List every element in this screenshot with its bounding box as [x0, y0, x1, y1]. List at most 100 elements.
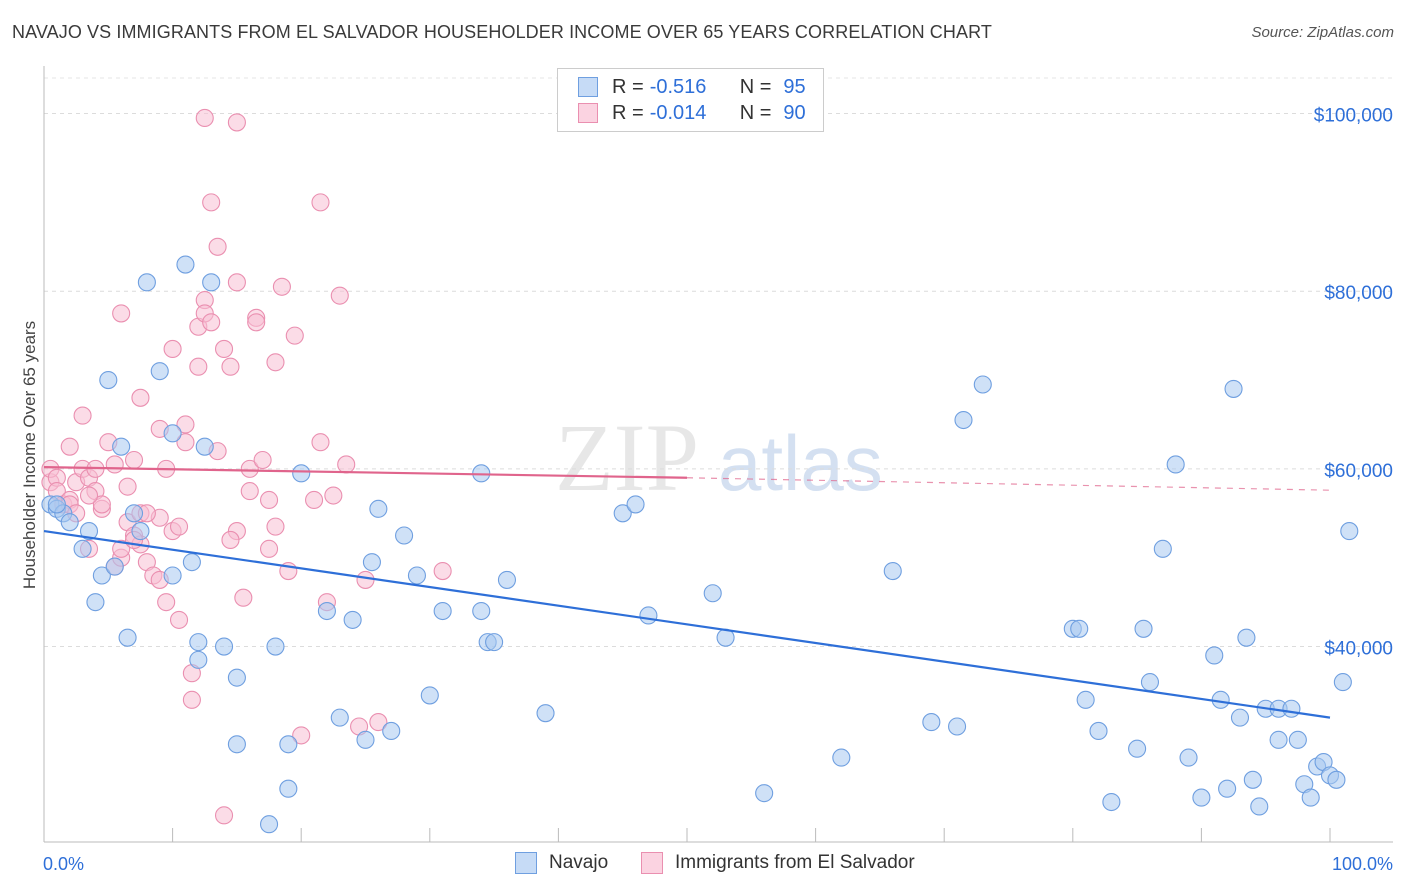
- salvador-point: [105, 455, 124, 474]
- navajo-point: [497, 570, 517, 589]
- series-label-navajo: Navajo: [549, 852, 609, 873]
- navajo-point: [832, 748, 851, 767]
- salvador-point: [195, 108, 214, 128]
- legend-r-value: -0.014: [649, 101, 707, 124]
- navajo-point: [163, 424, 182, 443]
- navajo-point: [1224, 379, 1243, 398]
- navajo-point: [433, 601, 452, 621]
- navajo-point: [86, 593, 105, 612]
- salvador-point: [227, 113, 246, 132]
- navajo-point: [118, 628, 137, 647]
- navajo-point: [613, 504, 632, 523]
- navajo-point: [922, 713, 941, 732]
- navajo-point: [227, 735, 246, 754]
- salvador-point: [253, 450, 272, 470]
- navajo-point: [202, 273, 221, 292]
- chart-title: NAVAJO VS IMMIGRANTS FROM EL SALVADOR HO…: [12, 22, 992, 42]
- trend-lines: [43, 466, 1331, 719]
- navajo-point: [973, 375, 992, 394]
- navajo-point: [1070, 619, 1089, 638]
- navajo-point: [1250, 797, 1269, 816]
- legend-r-label: R =: [612, 75, 644, 98]
- navajo-point: [1333, 673, 1352, 692]
- navajo-point: [330, 708, 349, 727]
- navajo-point: [189, 650, 208, 669]
- navajo-point: [1089, 721, 1108, 741]
- navajo-point: [1134, 619, 1153, 638]
- navajo-point: [112, 437, 131, 456]
- navajo-point: [266, 637, 285, 656]
- navajo-point: [362, 553, 381, 572]
- salvador-point: [112, 539, 131, 558]
- navajo-point: [163, 566, 182, 585]
- series-label-salvador: Immigrants from El Salvador: [675, 852, 915, 873]
- y-tick-label: $100,000: [1314, 106, 1393, 127]
- watermark-atlas: atlas: [718, 419, 883, 507]
- legend-n-value: 90: [783, 101, 806, 124]
- navajo-point: [472, 601, 491, 621]
- navajo-point: [382, 721, 401, 741]
- salvador-point: [311, 193, 330, 212]
- navajo-point: [227, 668, 246, 687]
- navajo-point: [176, 255, 195, 274]
- salvador-point: [259, 539, 279, 558]
- navajo-point: [1179, 748, 1198, 767]
- navajo-point: [485, 633, 504, 652]
- series-legend-salvador: Immigrants from El Salvador: [641, 852, 915, 874]
- salvador-point: [176, 415, 195, 434]
- navajo-point: [883, 561, 902, 581]
- navajo-point: [1340, 522, 1359, 541]
- navajo-point: [292, 464, 311, 483]
- y-tick-label: $80,000: [1324, 283, 1393, 304]
- series-legend: Navajo Immigrants from El Salvador: [0, 852, 1406, 876]
- salvador-point: [330, 286, 349, 305]
- y-tick-label: $60,000: [1324, 461, 1393, 482]
- navajo-point: [73, 539, 92, 558]
- navajo-point: [1205, 646, 1224, 665]
- navajo-point: [1288, 730, 1307, 749]
- navajo-point: [1140, 673, 1160, 692]
- salvador-point: [214, 339, 234, 359]
- salvador-point: [227, 273, 246, 292]
- salvador-point: [221, 357, 240, 376]
- navajo-point: [1327, 770, 1346, 789]
- axes: [43, 66, 1393, 843]
- legend-row-navajo: R = -0.516 N = 95: [578, 75, 806, 99]
- salvador-point: [73, 406, 92, 425]
- salvador-point: [272, 277, 291, 296]
- navajo-point: [150, 362, 169, 381]
- navajo-point: [755, 784, 774, 803]
- series-legend-navajo: Navajo: [515, 852, 608, 874]
- salvador-point: [92, 495, 111, 514]
- salvador-point: [433, 561, 452, 581]
- navajo-point: [60, 513, 79, 532]
- salvador-point: [369, 713, 388, 732]
- navajo-point: [124, 504, 144, 523]
- navajo-point: [626, 495, 645, 514]
- salvador-point: [234, 588, 253, 607]
- navajo-point: [1230, 708, 1250, 727]
- navajo-point: [105, 557, 124, 576]
- salvador-point: [311, 433, 330, 452]
- legend-r-label: R =: [612, 101, 644, 124]
- series-swatch-navajo: [515, 852, 537, 874]
- salvador-point: [247, 313, 266, 332]
- navajo-point: [948, 717, 967, 736]
- correlation-legend: R = -0.516 N = 95 R = -0.014 N = 90: [557, 68, 824, 132]
- navajo-point: [1282, 699, 1301, 718]
- salvador-point: [324, 486, 343, 505]
- navajo-point: [279, 779, 298, 798]
- salvador-point: [112, 304, 131, 323]
- navajo-point: [131, 522, 150, 541]
- legend-r-value: -0.516: [649, 75, 707, 98]
- navajo-point: [279, 735, 298, 754]
- salvador-point: [259, 490, 279, 510]
- legend-n-label: N =: [739, 101, 772, 124]
- salvador-point: [208, 237, 227, 256]
- navajo-point: [639, 606, 658, 625]
- navajo-point: [1153, 539, 1172, 558]
- salvador-point: [202, 313, 221, 332]
- navajo-point: [420, 686, 439, 705]
- salvador-trend-line: [43, 466, 688, 479]
- navajo-point: [369, 499, 388, 518]
